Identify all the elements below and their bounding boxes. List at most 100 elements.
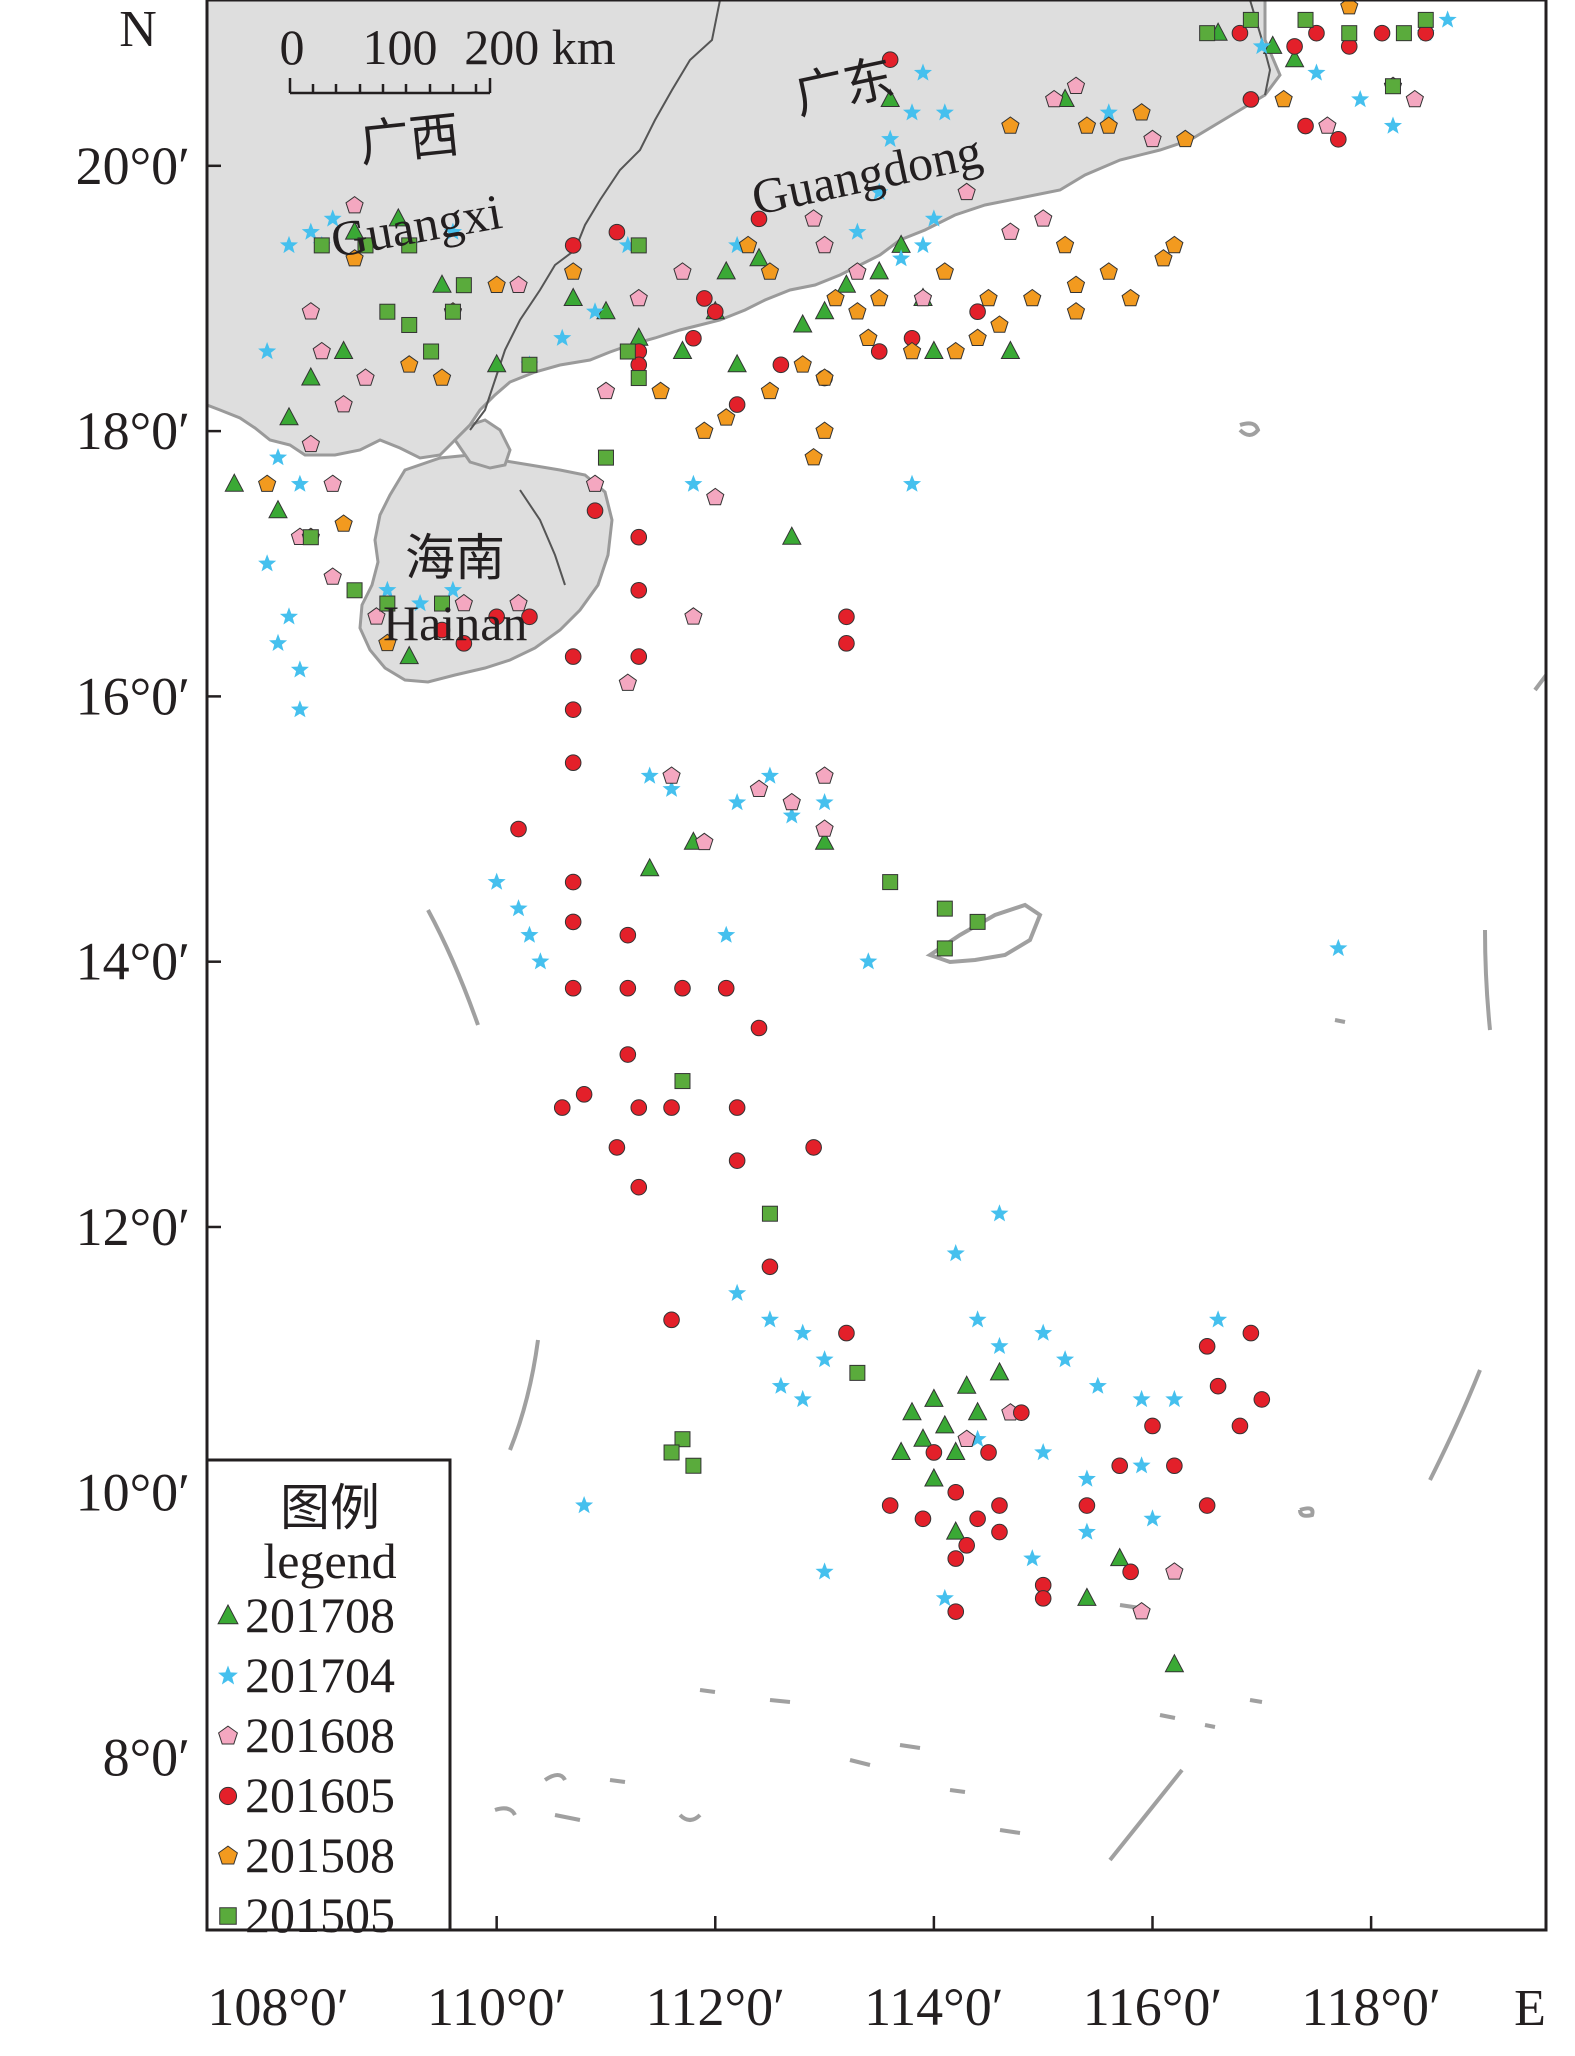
data-point-201708 (814, 300, 835, 320)
data-point-201708 (836, 274, 857, 293)
data-point-201505 (521, 356, 538, 373)
data-point-201508 (378, 633, 397, 652)
data-point-201608 (1066, 76, 1086, 94)
data-point-201505 (1384, 78, 1401, 95)
data-point-201708 (924, 1467, 944, 1487)
data-point-201608 (1034, 209, 1053, 227)
data-point-201704 (290, 700, 309, 718)
data-point-201608 (367, 607, 386, 625)
data-point-201505 (936, 900, 953, 917)
data-point-201605 (991, 1497, 1008, 1514)
series-201605 (433, 24, 1435, 1620)
data-point-201508 (760, 262, 780, 280)
data-point-201605 (630, 1099, 648, 1116)
reef-outline (1238, 421, 1261, 437)
data-point-201508 (334, 514, 353, 532)
data-point-201608 (782, 792, 801, 811)
data-point-201605 (685, 329, 702, 347)
scale-label-0: 0 (280, 19, 305, 75)
data-point-201605 (991, 1523, 1008, 1541)
data-point-201605 (706, 303, 724, 321)
data-point-201508 (651, 381, 670, 400)
data-point-201608 (815, 766, 834, 784)
data-point-201505 (1199, 25, 1216, 42)
legend-label: 201708 (245, 1587, 395, 1643)
data-point-201508 (815, 421, 834, 439)
data-point-201704 (378, 580, 397, 598)
data-point-201608 (334, 394, 353, 413)
data-point-201605 (674, 979, 691, 997)
data-point-201605 (663, 1099, 680, 1116)
lat-tick-label: 14°0′ (76, 932, 190, 992)
data-point-201505 (1297, 11, 1314, 28)
data-point-201605 (1198, 1338, 1216, 1355)
data-point-201505 (597, 449, 614, 466)
reef-outline (1483, 929, 1492, 1031)
data-point-201708 (934, 1414, 955, 1434)
data-point-201505 (761, 1205, 778, 1222)
data-point-201605 (608, 1139, 626, 1156)
axis-layer: 108°0′ 110°0′ 112°0′ 114°0′ 116°0′ 118°0′ 8°0′… (76, 136, 1441, 2037)
data-point-201605 (564, 701, 582, 718)
data-point-201605 (630, 1178, 648, 1196)
data-point-201704 (1034, 1323, 1053, 1341)
data-point-201704 (258, 554, 277, 572)
data-point-201704 (881, 129, 900, 147)
data-point-201704 (1023, 1549, 1042, 1567)
data-point-201608 (957, 182, 976, 201)
data-point-201605 (1209, 1377, 1227, 1395)
data-point-201704 (968, 1429, 987, 1447)
data-point-201605 (914, 1510, 932, 1528)
data-point-201608 (662, 766, 681, 784)
data-point-201605 (717, 979, 735, 997)
data-point-201605 (1297, 117, 1314, 135)
data-point-201508 (738, 235, 758, 254)
east-axis-letter: E (1514, 1980, 1546, 2037)
data-point-201608 (749, 779, 769, 797)
data-point-201704 (1351, 90, 1370, 108)
data-point-201704 (815, 1350, 834, 1368)
data-point-201605 (564, 237, 582, 254)
data-point-201708 (945, 1441, 966, 1460)
data-point-201704 (269, 633, 288, 651)
data-point-201708 (945, 1521, 966, 1540)
data-point-201708 (1109, 1547, 1130, 1567)
data-point-201508 (1099, 262, 1118, 280)
data-point-201508 (564, 262, 583, 280)
data-point-201708 (989, 1361, 1010, 1381)
data-point-201608 (454, 593, 473, 612)
data-point-201508 (1066, 275, 1086, 293)
data-point-201608 (345, 195, 364, 214)
data-point-201608 (629, 288, 648, 307)
data-point-201704 (990, 1204, 1009, 1222)
data-point-201605 (619, 1046, 637, 1063)
data-point-201605 (488, 608, 505, 626)
guangxi-guangdong-boundary (469, 0, 721, 431)
data-point-201608 (1001, 222, 1020, 240)
data-point-201704 (782, 806, 801, 824)
data-point-201708 (924, 1388, 944, 1407)
data-point-201704 (258, 342, 277, 360)
data-point-201608 (1405, 89, 1424, 108)
data-point-201605 (1253, 1391, 1271, 1408)
data-point-201708 (1164, 1653, 1185, 1673)
data-point-201508 (1001, 116, 1020, 134)
data-point-201608 (706, 487, 725, 506)
data-point-201605 (947, 1550, 965, 1567)
data-point-201508 (487, 275, 506, 293)
data-point-201605 (1111, 1457, 1129, 1475)
hainan-island-land (358, 453, 614, 684)
data-point-201704 (509, 899, 528, 917)
series-201708 (224, 22, 1305, 1673)
data-point-201505 (1242, 11, 1259, 28)
data-point-201704 (290, 660, 309, 678)
data-point-201505 (313, 237, 330, 254)
legend: 图例 legend 201708201704201608201605201508… (205, 1458, 452, 1943)
legend-item-201605: 201605 (218, 1767, 395, 1823)
data-point-201708 (869, 260, 890, 280)
data-point-201608 (673, 262, 692, 280)
data-point-201608 (509, 593, 528, 612)
data-point-201708 (672, 340, 693, 359)
data-point-201508 (848, 302, 867, 320)
data-point-201704 (760, 766, 779, 784)
